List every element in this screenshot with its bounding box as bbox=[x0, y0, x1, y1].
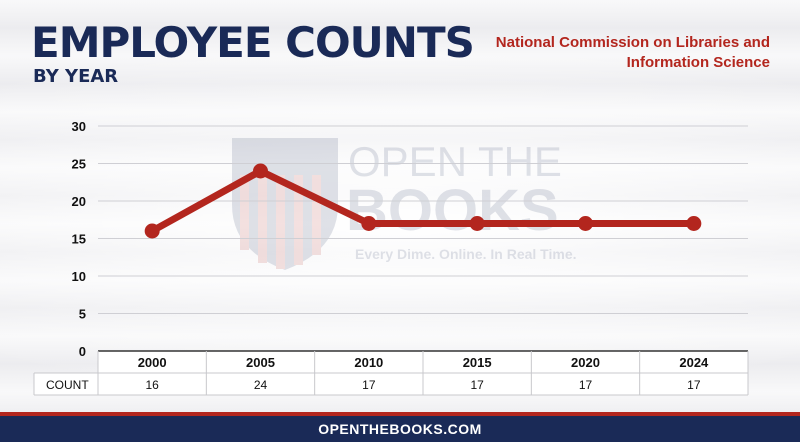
y-tick-label: 20 bbox=[72, 194, 86, 209]
footer-bar: OPENTHEBOOKS.COM bbox=[0, 416, 800, 442]
table-values-row-bg bbox=[34, 373, 748, 395]
watermark-line1: OPEN THE bbox=[348, 138, 562, 185]
watermark-tagline: Every Dime. Online. In Real Time. bbox=[355, 246, 577, 262]
agency-name: National Commission on Libraries and Inf… bbox=[495, 34, 770, 71]
table-row-label: COUNT bbox=[46, 378, 89, 392]
y-tick-label: 15 bbox=[72, 232, 86, 247]
footer-stripe bbox=[0, 412, 800, 416]
y-tick-label: 0 bbox=[79, 344, 86, 359]
table-value-cell: 17 bbox=[470, 378, 484, 392]
data-point bbox=[144, 223, 160, 239]
table-value-cell: 17 bbox=[579, 378, 593, 392]
series-line bbox=[148, 167, 698, 235]
series-line-group bbox=[144, 163, 702, 239]
y-tick-label: 30 bbox=[72, 119, 86, 134]
data-table: COUNT 2000 16 2005 24 2010 17 2015 17 2020 17 2024 1… bbox=[33, 350, 749, 396]
data-point bbox=[253, 163, 268, 179]
x-category-label: 2015 bbox=[463, 355, 492, 370]
y-axis: 0 5 10 15 20 25 30 bbox=[72, 119, 86, 359]
watermark: OPEN THE BOOKS Every Dime. Online. In Re… bbox=[232, 138, 577, 270]
x-category-label: 2024 bbox=[679, 355, 709, 370]
data-point bbox=[469, 216, 485, 231]
table-value-cell: 17 bbox=[687, 378, 701, 392]
data-point bbox=[686, 216, 702, 231]
page-subtitle: BY YEAR bbox=[33, 66, 119, 87]
watermark-line2: BOOKS bbox=[346, 178, 559, 243]
x-category-label: 2000 bbox=[138, 355, 167, 370]
footer-site-link[interactable]: OPENTHEBOOKS.COM bbox=[318, 421, 482, 437]
x-category-label: 2020 bbox=[571, 355, 600, 370]
x-category-label: 2005 bbox=[246, 355, 275, 370]
table-value-cell: 16 bbox=[145, 378, 159, 392]
table-value-cell: 24 bbox=[254, 378, 268, 392]
table-value-cell: 17 bbox=[362, 378, 376, 392]
page-title: EMPLOYEE COUNTS bbox=[31, 18, 475, 67]
y-tick-label: 10 bbox=[72, 269, 86, 284]
x-category-label: 2010 bbox=[354, 355, 383, 370]
y-tick-label: 25 bbox=[72, 157, 86, 172]
y-tick-label: 5 bbox=[79, 307, 86, 322]
data-point bbox=[361, 216, 377, 231]
data-point bbox=[578, 216, 593, 231]
